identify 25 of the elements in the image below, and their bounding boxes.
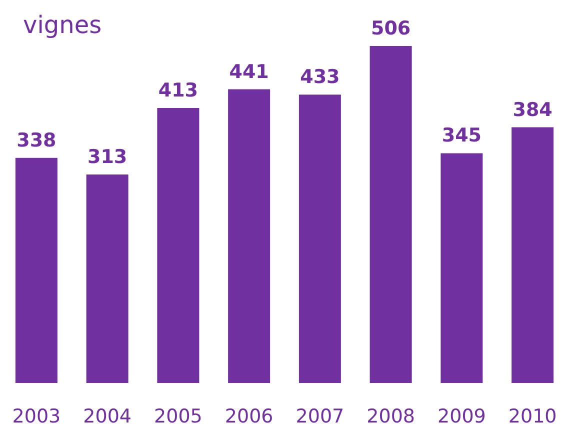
bar: [298, 94, 341, 383]
data-label: 433: [300, 66, 340, 88]
bar: [228, 89, 270, 383]
x-tick-label: 2009: [438, 406, 486, 427]
bar: [86, 174, 128, 383]
x-tick-label: 2008: [366, 406, 415, 427]
data-label: 384: [512, 98, 552, 121]
x-tick-label: 2010: [508, 406, 557, 427]
bar: [370, 46, 412, 383]
chart-title: vignes: [23, 11, 102, 39]
data-label: 338: [16, 129, 56, 152]
data-label: 313: [87, 146, 128, 168]
x-tick-label: 2006: [224, 406, 274, 427]
bar: [440, 153, 483, 383]
data-label: 441: [229, 60, 269, 83]
x-tick-label: 2004: [83, 406, 132, 427]
x-tick-label: 2003: [12, 406, 61, 427]
x-tick-label: 2005: [154, 406, 202, 427]
bar: [512, 127, 554, 383]
x-tick-label: 2007: [296, 406, 344, 427]
data-label: 413: [158, 79, 198, 102]
data-label: 506: [370, 18, 411, 40]
bar: [157, 108, 200, 383]
bar: [15, 158, 58, 383]
data-label: 345: [442, 124, 482, 147]
